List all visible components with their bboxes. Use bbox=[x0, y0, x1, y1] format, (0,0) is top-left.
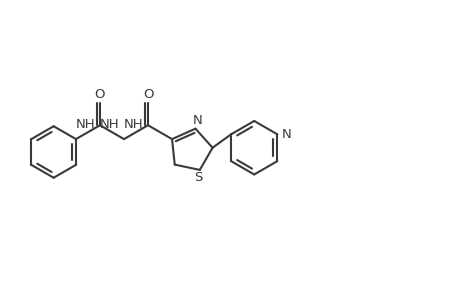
Text: NH: NH bbox=[124, 118, 144, 131]
Text: N: N bbox=[281, 128, 291, 141]
Text: O: O bbox=[95, 88, 105, 101]
Text: O: O bbox=[142, 88, 153, 101]
Text: N: N bbox=[192, 114, 202, 127]
Text: NH: NH bbox=[76, 118, 95, 131]
Text: NH: NH bbox=[100, 118, 119, 131]
Text: S: S bbox=[193, 171, 202, 184]
